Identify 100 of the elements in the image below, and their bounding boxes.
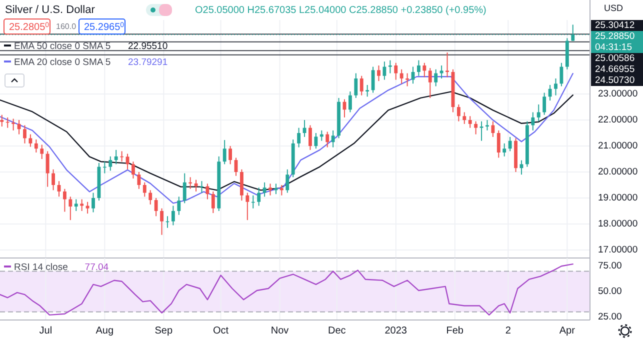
annotation: 25.2805$^{0}$ bbox=[9, 22, 50, 33]
x-tick-label: Feb bbox=[446, 326, 464, 337]
candlestick bbox=[440, 64, 444, 79]
candlestick bbox=[496, 130, 500, 158]
candlestick bbox=[446, 52, 449, 78]
candlestick bbox=[74, 198, 78, 212]
candlestick bbox=[137, 172, 141, 190]
candlestick bbox=[434, 68, 438, 87]
candlestick bbox=[366, 84, 370, 98]
candlestick bbox=[68, 196, 72, 221]
y-tick-label: 22.00000 bbox=[598, 114, 638, 126]
candlestick bbox=[326, 131, 330, 148]
candlestick bbox=[286, 168, 290, 194]
candlestick bbox=[486, 120, 489, 131]
y-tick-label: 18.00000 bbox=[598, 218, 638, 230]
x-tick-label: Aug bbox=[96, 326, 114, 337]
candlestick bbox=[86, 201, 90, 214]
candlestick bbox=[468, 116, 472, 128]
candlestick bbox=[240, 168, 244, 202]
candlestick bbox=[257, 187, 261, 206]
candlestick bbox=[92, 192, 95, 213]
legend-label: EMA 20 close 0 SMA 5 bbox=[14, 57, 111, 68]
y-tick-label: 20.00000 bbox=[598, 166, 638, 178]
candlestick bbox=[297, 127, 301, 148]
legend-label: RSI 14 close bbox=[14, 262, 68, 273]
candlestick bbox=[560, 62, 564, 87]
x-tick-label: 2 bbox=[505, 326, 512, 337]
candlestick bbox=[536, 104, 540, 122]
x-tick-label: 2023 bbox=[384, 326, 408, 337]
candlestick bbox=[246, 192, 250, 221]
chart-title: Silver / U.S. Dollar bbox=[5, 4, 96, 16]
candlestick bbox=[262, 182, 266, 198]
x-tick-label: Oct bbox=[212, 326, 229, 337]
text: O25.05000 H25.67035 L25.04000 C25.28850 +0.23850 (+0.95%) bbox=[195, 5, 486, 16]
candlestick bbox=[422, 62, 426, 78]
annotation: 23.79291 bbox=[128, 57, 168, 68]
candlestick bbox=[142, 182, 146, 198]
y-tick-label: 75.00 bbox=[598, 260, 622, 272]
candlestick bbox=[554, 78, 558, 96]
line-series bbox=[0, 91, 574, 191]
candlestick bbox=[154, 197, 158, 217]
ref-line-label: 24.50730 bbox=[595, 75, 635, 86]
y-tick-label: 19.00000 bbox=[598, 192, 638, 204]
candlestick bbox=[40, 144, 44, 160]
candlestick bbox=[194, 179, 198, 192]
y-tick-label: 21.00000 bbox=[598, 140, 638, 152]
y-tick-label: 23.00000 bbox=[598, 88, 638, 100]
candlestick bbox=[12, 118, 16, 131]
line-series bbox=[0, 263, 574, 316]
x-tick-label: Dec bbox=[328, 326, 346, 337]
annotation: 22.95510 bbox=[128, 41, 168, 52]
candlestick bbox=[508, 136, 512, 152]
candlestick bbox=[228, 146, 232, 165]
candlestick bbox=[160, 208, 164, 236]
candlestick bbox=[354, 72, 358, 98]
candlestick bbox=[462, 112, 466, 124]
candlestick bbox=[62, 188, 66, 212]
candlestick bbox=[502, 142, 506, 157]
line-series bbox=[0, 72, 574, 204]
candlestick bbox=[474, 120, 478, 135]
candlestick bbox=[308, 124, 312, 150]
legend-label: EMA 50 close 0 SMA 5 bbox=[14, 41, 111, 52]
x-tick-label: Nov bbox=[270, 326, 289, 337]
candlestick bbox=[222, 140, 226, 165]
candlestick bbox=[331, 130, 335, 148]
candlestick bbox=[531, 112, 535, 131]
candlestick bbox=[406, 72, 410, 87]
candlestick bbox=[428, 68, 432, 98]
candlestick bbox=[28, 134, 32, 148]
y-tick-label: 50.00 bbox=[598, 286, 622, 298]
text: 04:31:15 bbox=[595, 42, 632, 54]
candlestick bbox=[114, 149, 118, 165]
annotation: 25.2965$^{0}$ bbox=[84, 22, 124, 33]
candlestick bbox=[314, 132, 318, 150]
candlestick bbox=[0, 114, 4, 128]
candlestick bbox=[394, 62, 398, 80]
y-tick-label: 25.00 bbox=[598, 311, 622, 322]
candlestick bbox=[171, 205, 175, 226]
ref-line-label: 25.30412 bbox=[595, 20, 635, 32]
candlestick bbox=[268, 183, 272, 196]
candlestick bbox=[182, 172, 186, 204]
candlestick bbox=[46, 150, 50, 188]
candlestick bbox=[108, 156, 112, 172]
ref-line-label: 24.66955 bbox=[595, 64, 635, 76]
x-tick-label: Sep bbox=[154, 326, 174, 337]
candlestick bbox=[520, 160, 524, 176]
candlestick bbox=[188, 176, 192, 190]
candlestick bbox=[542, 92, 546, 116]
candlestick bbox=[360, 75, 364, 96]
x-tick-label: Apr bbox=[559, 326, 576, 337]
candlestick bbox=[177, 196, 181, 216]
candlestick bbox=[348, 90, 352, 113]
candlestick bbox=[23, 124, 26, 144]
candlestick bbox=[491, 120, 495, 138]
x-tick-label: Jul bbox=[39, 326, 52, 337]
candlestick bbox=[206, 183, 210, 200]
text: USD bbox=[604, 3, 624, 13]
candlestick bbox=[377, 64, 380, 82]
candlestick bbox=[80, 198, 84, 212]
candlestick bbox=[132, 161, 135, 179]
